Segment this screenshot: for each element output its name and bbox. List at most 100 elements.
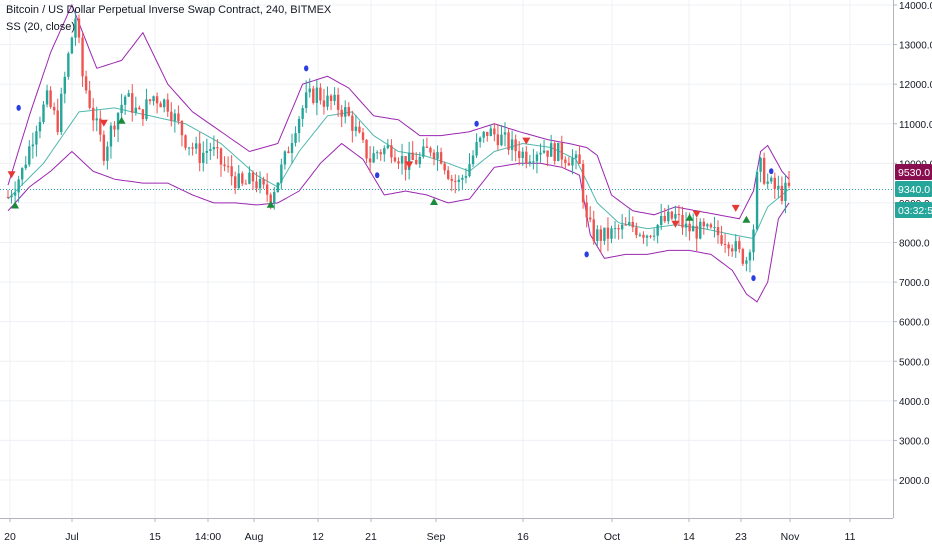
candle-body[interactable]	[560, 142, 563, 160]
candle-body[interactable]	[276, 182, 279, 193]
candle-body[interactable]	[315, 87, 319, 103]
candle-body[interactable]	[198, 143, 201, 163]
candle-body[interactable]	[6, 196, 10, 198]
candle-body[interactable]	[780, 185, 784, 201]
candle-body[interactable]	[496, 134, 500, 146]
candle-body[interactable]	[596, 229, 599, 242]
candle-body[interactable]	[493, 128, 496, 135]
candle-body[interactable]	[120, 104, 123, 114]
candle-body[interactable]	[482, 131, 485, 138]
candle-body[interactable]	[759, 157, 762, 172]
candle-body[interactable]	[368, 158, 372, 163]
candle-body[interactable]	[521, 151, 524, 158]
candle-body[interactable]	[425, 146, 429, 148]
candle-body[interactable]	[319, 87, 322, 101]
candle-body[interactable]	[294, 133, 297, 144]
candle-body[interactable]	[301, 108, 304, 119]
candle-body[interactable]	[429, 147, 432, 153]
candle-body[interactable]	[652, 235, 656, 237]
candle-body[interactable]	[223, 164, 226, 167]
candle-body[interactable]	[752, 229, 755, 253]
candle-body[interactable]	[454, 180, 457, 182]
candle-body[interactable]	[347, 107, 350, 116]
candle-body[interactable]	[163, 99, 166, 108]
candle-body[interactable]	[113, 125, 116, 130]
candle-body[interactable]	[464, 176, 468, 178]
candle-body[interactable]	[645, 235, 649, 238]
candle-body[interactable]	[358, 126, 361, 133]
candle-body[interactable]	[755, 171, 759, 230]
candle-body[interactable]	[695, 225, 698, 239]
candle-body[interactable]	[702, 221, 705, 227]
candle-body[interactable]	[507, 132, 510, 150]
candle-body[interactable]	[205, 150, 208, 153]
candle-body[interactable]	[670, 211, 674, 219]
candle-body[interactable]	[564, 159, 567, 163]
candle-body[interactable]	[262, 179, 265, 185]
candle-body[interactable]	[194, 143, 198, 149]
candle-body[interactable]	[255, 181, 258, 189]
candle-body[interactable]	[290, 143, 294, 153]
candle-body[interactable]	[603, 227, 606, 241]
candle-body[interactable]	[546, 150, 549, 157]
candle-body[interactable]	[63, 76, 66, 94]
candle-body[interactable]	[574, 154, 578, 159]
candle-body[interactable]	[400, 155, 404, 164]
candle-body[interactable]	[418, 156, 421, 165]
candle-body[interactable]	[244, 183, 248, 185]
candle-body[interactable]	[585, 202, 588, 218]
candle-body[interactable]	[333, 94, 336, 101]
candle-body[interactable]	[599, 229, 603, 241]
candle-body[interactable]	[141, 109, 145, 120]
candle-body[interactable]	[486, 131, 489, 136]
candle-body[interactable]	[31, 144, 35, 147]
candle-body[interactable]	[514, 139, 517, 152]
candle-body[interactable]	[159, 103, 162, 108]
candle-body[interactable]	[461, 177, 464, 180]
candle-body[interactable]	[187, 147, 191, 149]
candle-body[interactable]	[734, 241, 737, 252]
candle-body[interactable]	[219, 148, 223, 165]
candle-body[interactable]	[134, 107, 137, 113]
candle-body[interactable]	[379, 152, 382, 155]
candle-body[interactable]	[770, 177, 773, 182]
candle-body[interactable]	[81, 37, 84, 77]
candle-body[interactable]	[660, 215, 663, 225]
candle-body[interactable]	[361, 132, 365, 140]
candle-body[interactable]	[45, 90, 49, 105]
indicator-label[interactable]: SS (20, close)	[6, 21, 76, 33]
candle-body[interactable]	[138, 107, 141, 110]
candle-body[interactable]	[656, 224, 659, 236]
time-scale-bg[interactable]	[0, 518, 932, 550]
candle-body[interactable]	[503, 132, 507, 135]
candle-body[interactable]	[109, 125, 113, 147]
candle-body[interactable]	[226, 166, 230, 168]
candle-body[interactable]	[450, 178, 453, 181]
candle-body[interactable]	[674, 214, 677, 219]
candle-body[interactable]	[102, 134, 106, 161]
candle-body[interactable]	[411, 152, 414, 160]
candle-body[interactable]	[542, 150, 546, 153]
candle-body[interactable]	[173, 113, 177, 121]
candle-body[interactable]	[443, 163, 446, 171]
candle-body[interactable]	[365, 139, 368, 159]
candle-body[interactable]	[709, 224, 713, 228]
candle-body[interactable]	[731, 248, 734, 252]
candle-body[interactable]	[351, 115, 354, 131]
candle-body[interactable]	[354, 126, 358, 131]
candle-body[interactable]	[184, 135, 187, 148]
candle-body[interactable]	[528, 161, 532, 164]
candle-body[interactable]	[336, 94, 340, 110]
candle-body[interactable]	[706, 224, 709, 227]
candle-body[interactable]	[589, 217, 592, 220]
candle-body[interactable]	[56, 110, 59, 133]
candle-body[interactable]	[287, 151, 290, 153]
candle-body[interactable]	[265, 184, 269, 195]
candle-body[interactable]	[393, 157, 397, 162]
candle-body[interactable]	[216, 147, 219, 149]
candle-body[interactable]	[549, 143, 553, 157]
candle-body[interactable]	[677, 214, 681, 216]
candle-body[interactable]	[170, 111, 173, 121]
candle-body[interactable]	[269, 194, 272, 204]
candle-body[interactable]	[620, 224, 624, 230]
